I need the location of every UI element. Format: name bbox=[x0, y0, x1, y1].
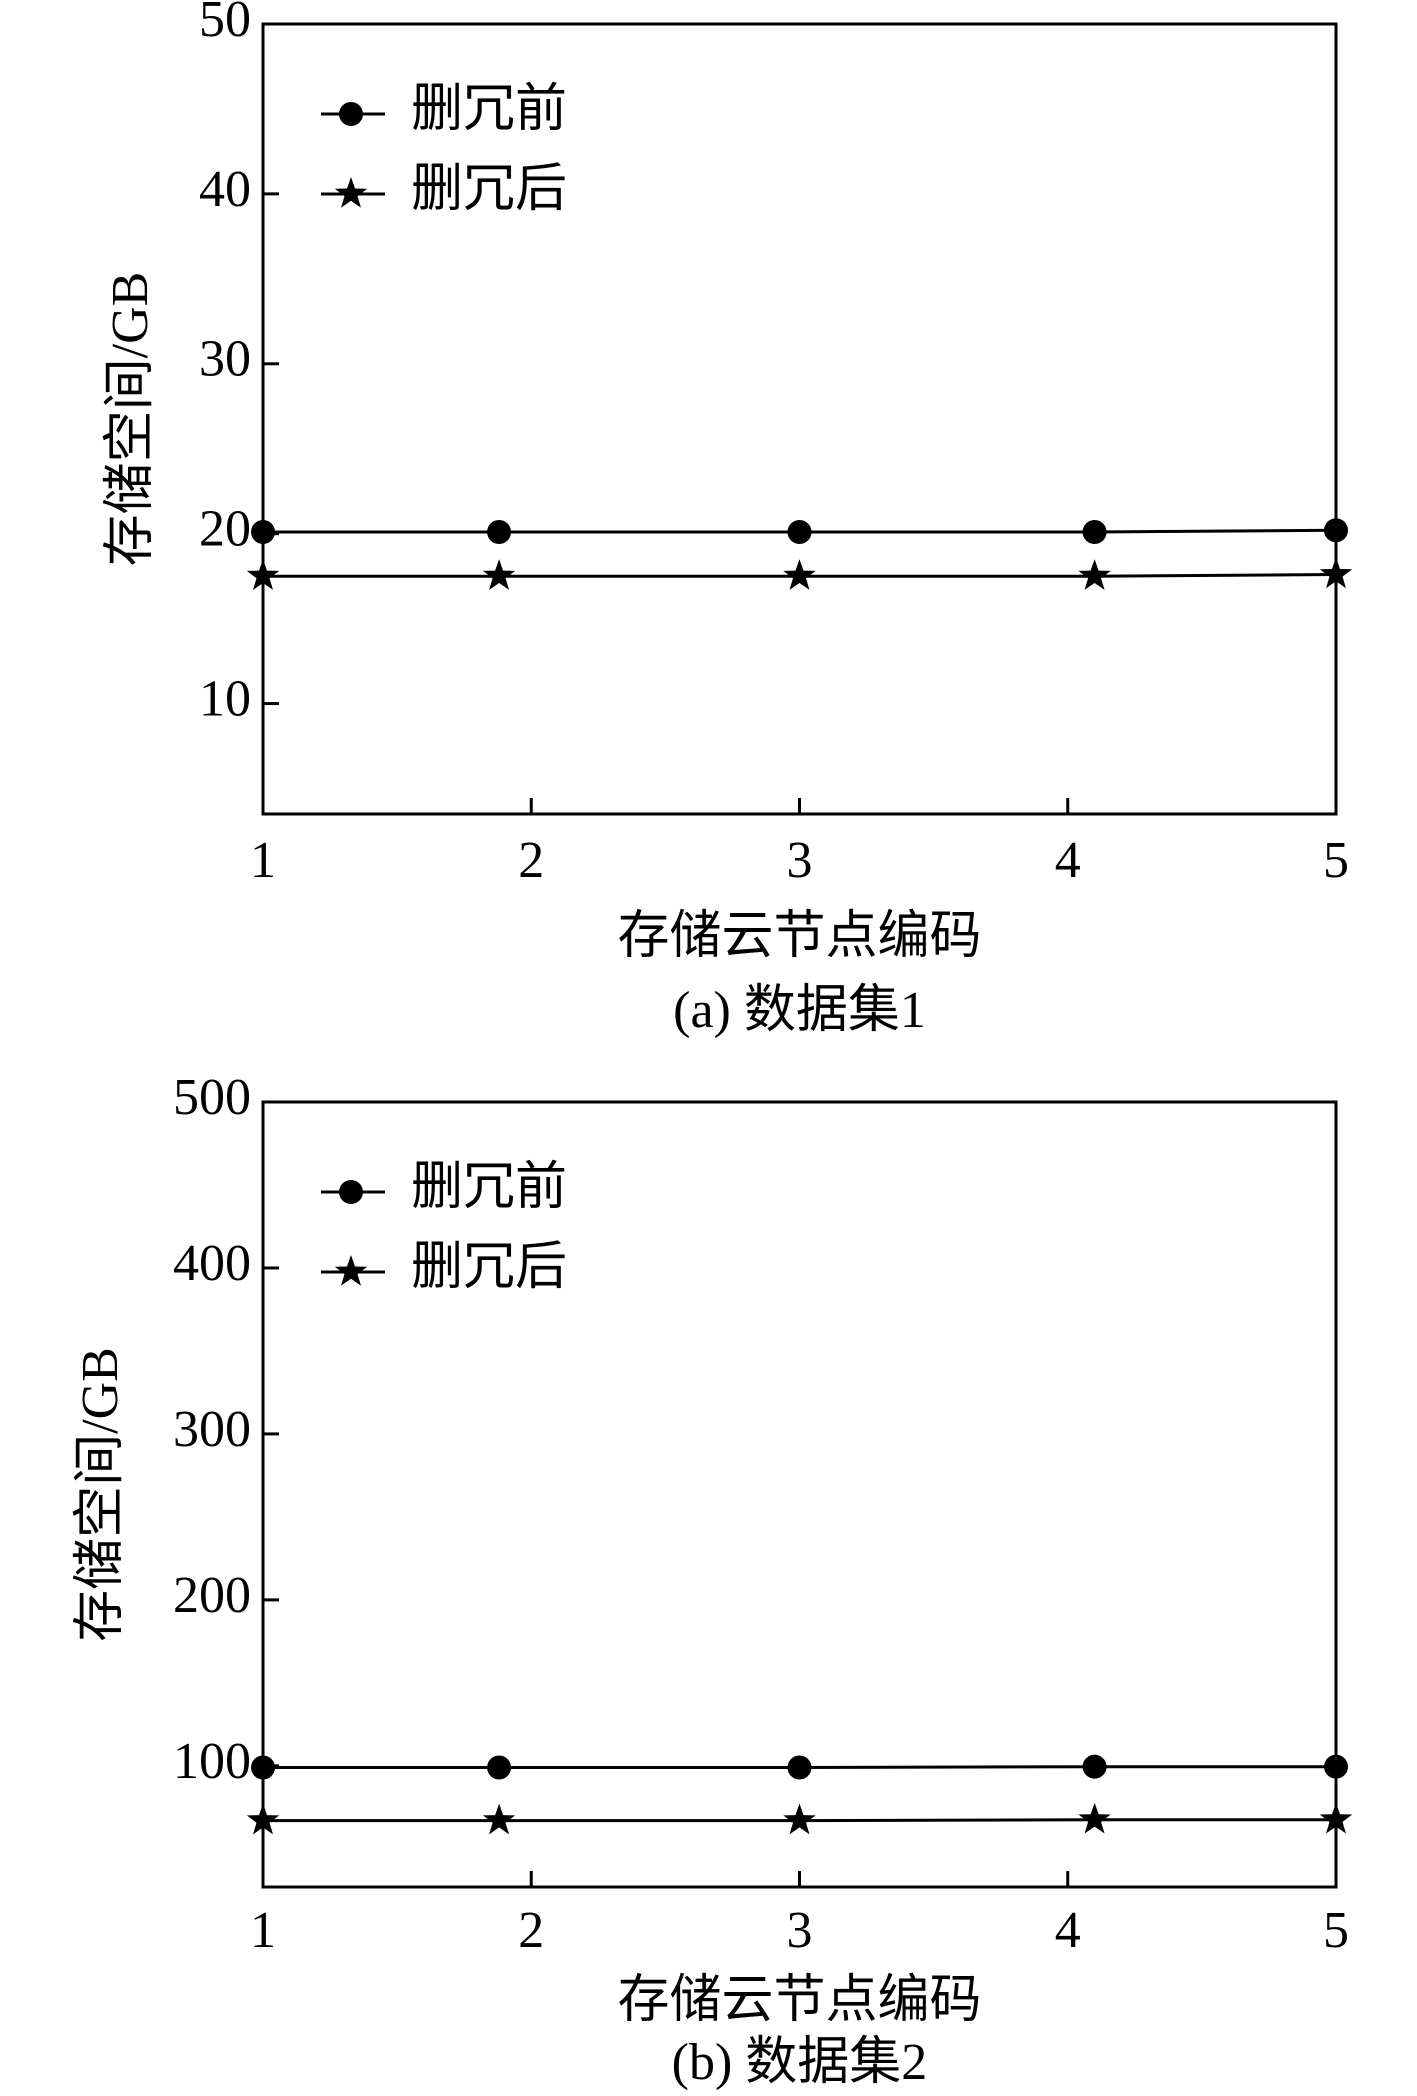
circle-marker bbox=[487, 519, 512, 544]
plot-frame bbox=[261, 22, 1338, 816]
star-marker bbox=[482, 559, 516, 590]
star-marker bbox=[1319, 557, 1353, 589]
x-tick-label: 4 bbox=[1055, 1902, 1081, 1959]
y-tick-label: 40 bbox=[199, 161, 251, 218]
x-tick-label: 5 bbox=[1323, 832, 1349, 889]
x-axis-label: 存储云节点编码 bbox=[617, 1972, 981, 2029]
star-marker bbox=[246, 1803, 280, 1835]
circle-marker bbox=[339, 102, 363, 126]
circle-marker bbox=[251, 1755, 275, 1780]
circle-marker bbox=[1082, 519, 1107, 544]
legend-label: 删冗后 bbox=[411, 1239, 567, 1296]
circle-marker bbox=[339, 1180, 363, 1204]
circle-marker bbox=[787, 1755, 812, 1780]
legend-label: 删冗前 bbox=[411, 81, 567, 138]
y-tick-label: 500 bbox=[173, 1069, 251, 1126]
circle-marker bbox=[1324, 1754, 1348, 1779]
y-tick-label: 20 bbox=[199, 501, 251, 558]
y-axis-label: 存储空间/GB bbox=[72, 1347, 129, 1642]
legend-label: 删冗后 bbox=[411, 161, 567, 218]
x-tick-label: 5 bbox=[1323, 1902, 1349, 1959]
star-marker bbox=[334, 177, 368, 208]
y-tick-label: 300 bbox=[173, 1401, 251, 1458]
x-tick-label: 1 bbox=[250, 1902, 276, 1959]
y-tick-label: 200 bbox=[173, 1567, 251, 1624]
x-tick-label: 4 bbox=[1055, 832, 1081, 889]
circle-marker bbox=[251, 519, 275, 544]
star-marker bbox=[1319, 1802, 1353, 1834]
y-axis-label: 存储空间/GB bbox=[102, 272, 159, 567]
circle-marker bbox=[787, 519, 812, 544]
y-tick-label: 30 bbox=[199, 331, 251, 388]
x-tick-label: 3 bbox=[787, 1902, 813, 1959]
x-tick-label: 3 bbox=[787, 832, 813, 889]
circle-marker bbox=[1082, 1754, 1107, 1779]
y-tick-label: 50 bbox=[199, 0, 251, 48]
star-marker bbox=[783, 559, 816, 590]
star-marker bbox=[1078, 1802, 1111, 1834]
star-marker bbox=[334, 1255, 368, 1286]
legend-label: 删冗前 bbox=[411, 1159, 567, 1216]
star-marker bbox=[246, 559, 280, 590]
x-tick-label: 2 bbox=[518, 832, 544, 889]
star-marker bbox=[482, 1803, 516, 1835]
star-marker bbox=[783, 1803, 816, 1835]
chart-title: (a) 数据集1 bbox=[673, 982, 926, 1039]
x-axis-label: 存储云节点编码 bbox=[617, 908, 981, 965]
x-tick-label: 2 bbox=[518, 1902, 544, 1959]
y-tick-label: 10 bbox=[199, 671, 251, 728]
x-tick-label: 1 bbox=[250, 832, 276, 889]
y-tick-label: 400 bbox=[173, 1235, 251, 1292]
chart-title: (b) 数据集2 bbox=[672, 2034, 928, 2091]
circle-marker bbox=[1324, 518, 1348, 543]
circle-marker bbox=[487, 1755, 512, 1780]
chart: 100 200 300 400 500 1 2 3 4 5 存储云节点编码(b) 数据集2 存储空间/… bbox=[72, 1069, 1353, 2091]
star-marker bbox=[1078, 559, 1111, 590]
chart: 10 20 30 40 50 1 2 3 4 5 存储云节点编码 (a) 数据集1 存储空间/GB 删冗前… bbox=[102, 0, 1353, 1039]
y-tick-label: 100 bbox=[173, 1733, 251, 1790]
